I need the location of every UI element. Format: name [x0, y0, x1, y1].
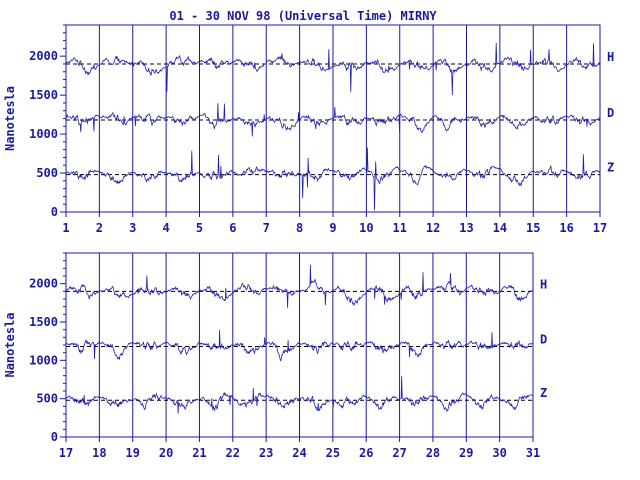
y-tick-label: 2000 — [29, 277, 58, 291]
y-tick-label: 500 — [36, 392, 58, 406]
x-tick-label: 8 — [296, 221, 303, 235]
x-tick-label: 12 — [426, 221, 440, 235]
y-tick-label: 2000 — [29, 49, 58, 63]
series-label-z: Z — [607, 161, 614, 175]
series-line-z — [65, 375, 534, 414]
series-label-h: H — [540, 277, 547, 291]
series-label-z: Z — [540, 386, 547, 400]
series-line-d — [65, 103, 601, 137]
x-tick-label: 10 — [359, 221, 373, 235]
x-tick-label: 4 — [163, 221, 170, 235]
x-tick-label: 23 — [259, 446, 273, 460]
x-tick-label: 25 — [326, 446, 340, 460]
y-axis-label: Nanotesla — [3, 312, 17, 377]
x-tick-label: 11 — [393, 221, 407, 235]
x-tick-label: 29 — [459, 446, 473, 460]
x-tick-label: 30 — [492, 446, 506, 460]
x-tick-label: 19 — [125, 446, 139, 460]
x-tick-label: 28 — [426, 446, 440, 460]
x-tick-label: 5 — [196, 221, 203, 235]
x-tick-label: 3 — [129, 221, 136, 235]
panel-top: 1 2 3 4 5 6 7 8 9 10 11 12 13 14 15 16 17050010001500200… — [3, 24, 614, 235]
y-tick-label: 1000 — [29, 127, 58, 141]
x-tick-label: 27 — [392, 446, 406, 460]
x-tick-label: 13 — [459, 221, 473, 235]
x-tick-label: 14 — [493, 221, 507, 235]
x-tick-label: 17 — [593, 221, 607, 235]
series-line-d — [65, 329, 534, 362]
y-tick-label: 500 — [36, 166, 58, 180]
y-tick-label: 0 — [51, 205, 58, 219]
series-label-d: D — [540, 333, 547, 347]
series-label-h: H — [607, 50, 614, 64]
y-tick-label: 1500 — [29, 315, 58, 329]
series-label-d: D — [607, 106, 614, 120]
panel-bottom: 17 18 19 20 21 22 23 24 25 26 27 28 29 30 31 0 500 1000 15… — [3, 252, 547, 460]
x-tick-label: 31 — [526, 446, 540, 460]
x-tick-label: 21 — [192, 446, 206, 460]
x-tick-label: 24 — [292, 446, 306, 460]
y-tick-label: 1500 — [29, 88, 58, 102]
x-tick-label: 17 — [59, 446, 73, 460]
y-tick-label: 0 — [51, 430, 58, 444]
series-line-z — [65, 147, 601, 211]
x-tick-label: 1 — [62, 221, 69, 235]
x-tick-label: 7 — [263, 221, 270, 235]
x-tick-label: 15 — [526, 221, 540, 235]
x-tick-label: 6 — [229, 221, 236, 235]
x-tick-label: 9 — [329, 221, 336, 235]
chart-title: 01 - 30 NOV 98 (Universal Time) MIRNY — [169, 9, 437, 23]
series-line-h — [65, 264, 534, 308]
x-tick-label: 18 — [92, 446, 106, 460]
x-tick-label: 20 — [159, 446, 173, 460]
y-axis-label: Nanotesla — [3, 86, 17, 151]
x-tick-label: 22 — [226, 446, 240, 460]
x-tick-label: 26 — [359, 446, 373, 460]
x-tick-label: 2 — [96, 221, 103, 235]
y-tick-label: 1000 — [29, 353, 58, 367]
x-tick-label: 16 — [559, 221, 573, 235]
series-line-h — [65, 42, 600, 96]
